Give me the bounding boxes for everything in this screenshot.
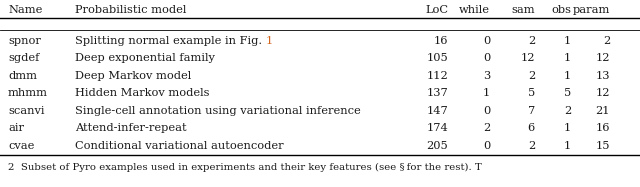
- Text: 16: 16: [433, 36, 448, 46]
- Text: 2: 2: [528, 36, 535, 46]
- Text: dmm: dmm: [8, 71, 37, 81]
- Text: while: while: [459, 5, 490, 15]
- Text: 15: 15: [595, 141, 610, 151]
- Text: 0: 0: [483, 36, 490, 46]
- Text: Conditional variational autoencoder: Conditional variational autoencoder: [75, 141, 284, 151]
- Text: 105: 105: [426, 53, 448, 63]
- Text: 12: 12: [520, 53, 535, 63]
- Text: 2: 2: [603, 36, 610, 46]
- Text: 2  Subset of Pyro examples used in experiments and their key features (see § for: 2 Subset of Pyro examples used in experi…: [8, 163, 482, 172]
- Text: 147: 147: [426, 106, 448, 116]
- Text: air: air: [8, 123, 24, 133]
- Text: 12: 12: [595, 53, 610, 63]
- Text: Deep exponential family: Deep exponential family: [75, 53, 215, 63]
- Text: 0: 0: [483, 141, 490, 151]
- Text: Attend-infer-repeat: Attend-infer-repeat: [75, 123, 187, 133]
- Text: Probabilistic model: Probabilistic model: [75, 5, 186, 15]
- Text: Deep Markov model: Deep Markov model: [75, 71, 191, 81]
- Text: 12: 12: [595, 88, 610, 98]
- Text: 6: 6: [528, 123, 535, 133]
- Text: 1: 1: [266, 36, 273, 46]
- Text: Single-cell annotation using variational inference: Single-cell annotation using variational…: [75, 106, 361, 116]
- Text: 7: 7: [528, 106, 535, 116]
- Text: Name: Name: [8, 5, 42, 15]
- Text: 0: 0: [483, 53, 490, 63]
- Text: spnor: spnor: [8, 36, 41, 46]
- Text: 16: 16: [595, 123, 610, 133]
- Text: 2: 2: [564, 106, 571, 116]
- Text: 112: 112: [426, 71, 448, 81]
- Text: 2: 2: [528, 71, 535, 81]
- Text: 205: 205: [426, 141, 448, 151]
- Text: 2: 2: [483, 123, 490, 133]
- Text: cvae: cvae: [8, 141, 35, 151]
- Text: 1: 1: [564, 123, 571, 133]
- Text: sam: sam: [511, 5, 535, 15]
- Text: 1: 1: [564, 36, 571, 46]
- Text: 137: 137: [426, 88, 448, 98]
- Text: 1: 1: [564, 141, 571, 151]
- Text: 174: 174: [426, 123, 448, 133]
- Text: Splitting normal example in Fig.: Splitting normal example in Fig.: [75, 36, 266, 46]
- Text: 1: 1: [564, 53, 571, 63]
- Text: scanvi: scanvi: [8, 106, 45, 116]
- Text: mhmm: mhmm: [8, 88, 48, 98]
- Text: LoC: LoC: [425, 5, 448, 15]
- Text: 5: 5: [564, 88, 571, 98]
- Text: 0: 0: [483, 106, 490, 116]
- Text: Hidden Markov models: Hidden Markov models: [75, 88, 209, 98]
- Text: param: param: [573, 5, 610, 15]
- Text: 13: 13: [595, 71, 610, 81]
- Text: 21: 21: [595, 106, 610, 116]
- Text: obs: obs: [551, 5, 571, 15]
- Text: 3: 3: [483, 71, 490, 81]
- Text: 2: 2: [528, 141, 535, 151]
- Text: 1: 1: [483, 88, 490, 98]
- Text: 5: 5: [528, 88, 535, 98]
- Text: sgdef: sgdef: [8, 53, 40, 63]
- Text: 1: 1: [564, 71, 571, 81]
